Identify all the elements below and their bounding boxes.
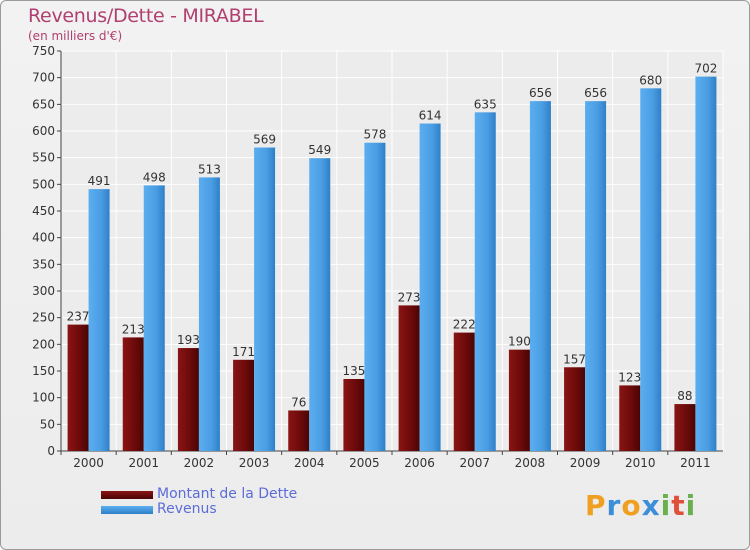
- bar-debt: [674, 404, 696, 451]
- bar-revenue: [364, 142, 386, 451]
- x-tick-label: 2002: [184, 456, 215, 470]
- data-label-debt: 237: [67, 310, 90, 324]
- logo-letter: r: [606, 489, 622, 522]
- logo-letter: i: [660, 489, 672, 522]
- data-label-revenue: 614: [419, 109, 442, 123]
- y-tick-label: 450: [32, 204, 55, 218]
- bar-debt: [398, 305, 420, 451]
- data-label-revenue: 498: [143, 170, 166, 184]
- logo-letter: i: [685, 489, 697, 522]
- data-label-debt: 171: [232, 345, 255, 359]
- data-label-debt: 273: [398, 290, 421, 304]
- axis-layer: 0 50 100 150 200 250 300 350 400 450 500 550 600 650 7…: [32, 44, 723, 470]
- bar-layer: [67, 76, 717, 452]
- bar-revenue: [695, 76, 717, 451]
- bar-revenue: [585, 101, 607, 451]
- x-tick-label: 2005: [349, 456, 380, 470]
- label-layer: 237 213 193 171 76 135 273 222 190 157 123 88 491 498…: [67, 62, 718, 410]
- bar-revenue: [419, 123, 441, 452]
- data-label-debt: 76: [291, 395, 306, 409]
- x-tick-label: 2006: [404, 456, 435, 470]
- data-label-debt: 222: [453, 318, 476, 332]
- data-label-debt: 88: [677, 389, 692, 403]
- y-tick-label: 650: [32, 97, 55, 111]
- x-tick-label: 2008: [515, 456, 546, 470]
- data-label-revenue: 656: [529, 86, 552, 100]
- bar-debt: [343, 379, 365, 451]
- bar-debt: [177, 348, 199, 451]
- x-tick-label: 2001: [128, 456, 159, 470]
- y-tick-label: 400: [32, 231, 55, 245]
- data-label-debt: 193: [177, 333, 200, 347]
- logo-letter: t: [671, 489, 686, 522]
- y-tick-label: 100: [32, 391, 55, 405]
- data-label-debt: 157: [563, 352, 586, 366]
- data-label-debt: 123: [618, 370, 641, 384]
- y-tick-label: 50: [40, 417, 55, 431]
- data-label-debt: 190: [508, 335, 531, 349]
- y-tick-label: 700: [32, 71, 55, 85]
- data-label-revenue: 635: [474, 97, 497, 111]
- bar-debt: [508, 349, 530, 451]
- y-tick-label: 150: [32, 364, 55, 378]
- x-tick-label: 2010: [625, 456, 656, 470]
- bar-revenue: [143, 185, 165, 451]
- bar-debt: [453, 332, 475, 451]
- y-tick-label: 250: [32, 311, 55, 325]
- data-label-revenue: 702: [694, 62, 717, 76]
- x-tick-label: 2007: [459, 456, 490, 470]
- chart-title: Revenus/Dette - MIRABEL: [28, 5, 264, 27]
- logo-letter: o: [621, 489, 642, 522]
- bar-revenue: [640, 88, 662, 451]
- bar-debt: [288, 410, 310, 451]
- y-tick-label: 500: [32, 177, 55, 191]
- bar-revenue: [529, 101, 551, 451]
- logo-letter: P: [585, 489, 607, 522]
- bar-debt: [67, 324, 89, 451]
- legend-label-revenue: Revenus: [157, 501, 217, 517]
- y-tick-label: 600: [32, 124, 55, 138]
- x-tick-label: 2011: [680, 456, 711, 470]
- bar-debt: [619, 385, 641, 451]
- x-tick-label: 2000: [73, 456, 104, 470]
- y-tick-label: 350: [32, 257, 55, 271]
- bar-revenue: [309, 158, 331, 451]
- x-tick-label: 2003: [239, 456, 270, 470]
- logo-letter: x: [641, 489, 661, 522]
- data-label-revenue: 549: [308, 143, 331, 157]
- bar-revenue: [198, 177, 220, 451]
- bar-revenue: [254, 147, 276, 452]
- data-label-revenue: 569: [253, 133, 276, 147]
- legend-swatch-debt: [101, 491, 153, 499]
- bar-revenue: [474, 112, 496, 451]
- y-tick-label: 550: [32, 151, 55, 165]
- data-label-revenue: 513: [198, 162, 221, 176]
- x-tick-label: 2004: [294, 456, 325, 470]
- y-tick-label: 0: [47, 444, 55, 458]
- data-label-debt: 135: [342, 364, 365, 378]
- legend-label-debt: Montant de la Dette: [157, 486, 298, 502]
- data-label-debt: 213: [122, 322, 145, 336]
- bar-revenue: [88, 189, 110, 451]
- data-label-revenue: 578: [363, 128, 386, 142]
- y-tick-label: 750: [32, 44, 55, 58]
- data-label-revenue: 680: [639, 73, 662, 87]
- x-tick-label: 2009: [570, 456, 601, 470]
- bar-debt: [233, 359, 255, 451]
- data-label-revenue: 491: [88, 174, 111, 188]
- y-tick-label: 200: [32, 337, 55, 351]
- data-label-revenue: 656: [584, 86, 607, 100]
- bar-debt: [122, 337, 144, 451]
- legend-swatch-revenue: [101, 506, 153, 514]
- bar-debt: [564, 367, 586, 451]
- chart-subtitle: (en milliers d'€): [28, 29, 123, 43]
- y-tick-label: 300: [32, 284, 55, 298]
- proxiti-logo: Proxiti: [585, 489, 696, 522]
